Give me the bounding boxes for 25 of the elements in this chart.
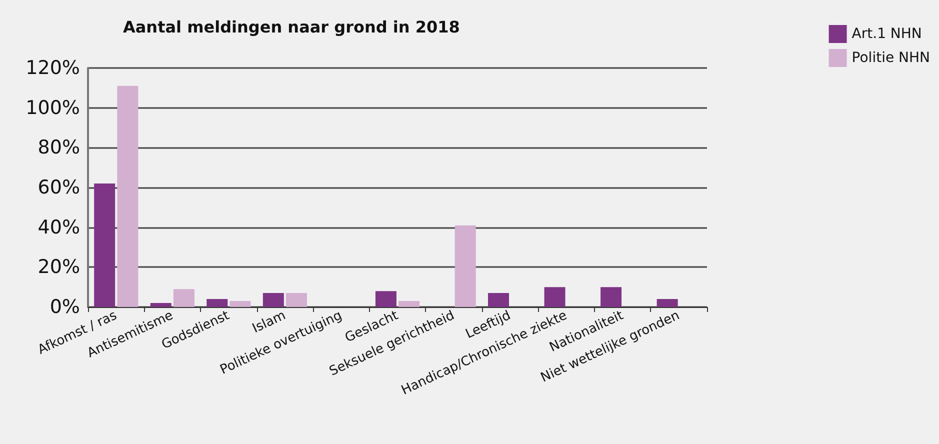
bar	[375, 291, 396, 307]
bar	[544, 287, 566, 307]
y-tick-label: 120%	[26, 57, 80, 79]
bar	[117, 86, 138, 307]
legend-label: Art.1 NHN	[852, 26, 922, 42]
bar	[262, 293, 284, 307]
bar	[206, 299, 228, 307]
bar	[173, 289, 194, 307]
y-tick-label: 100%	[26, 96, 80, 119]
bar	[454, 225, 476, 307]
y-tick-label: 40%	[38, 216, 80, 238]
bar	[398, 301, 420, 307]
y-tick-label: 60%	[38, 176, 80, 198]
bar	[600, 287, 622, 307]
legend-label: Politie NHN	[852, 50, 930, 66]
y-tick-label: 80%	[38, 136, 80, 159]
bar	[286, 293, 308, 307]
bar	[94, 184, 116, 307]
bar	[656, 299, 678, 307]
chart-title: Aantal meldingen naar grond in 2018	[123, 18, 460, 36]
bar	[150, 303, 172, 307]
y-tick-label: 0%	[50, 296, 80, 318]
bar	[230, 301, 251, 307]
bar	[488, 293, 509, 307]
y-tick-label: 20%	[38, 256, 80, 278]
